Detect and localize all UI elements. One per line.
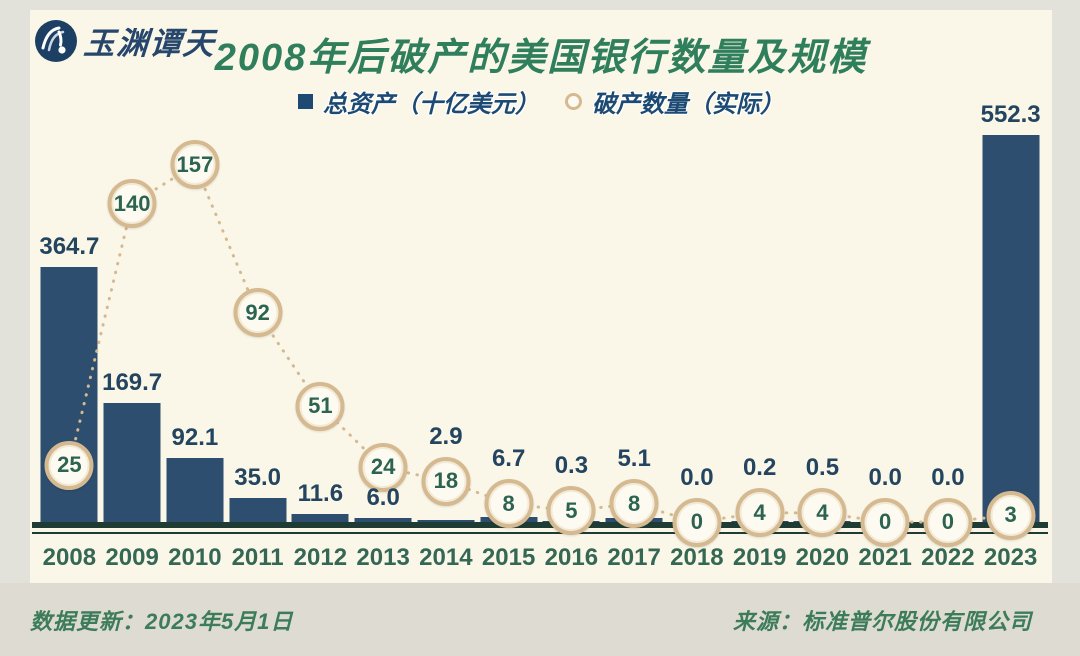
asset-value-label: 364.7 [39, 232, 100, 260]
failure-count-marker: 4 [735, 488, 785, 538]
legend-circle-marker-icon [565, 93, 582, 110]
asset-value-label: 0.0 [931, 463, 965, 491]
year-column: 11.6 51 2012 [289, 102, 352, 571]
x-axis-label: 2021 [858, 544, 912, 571]
chart-title: 2008年后破产的美国银行数量及规模 [214, 37, 868, 79]
brand-logo: 玉渊谭天 [34, 18, 217, 63]
asset-bar [417, 519, 475, 522]
plot-area: 364.7 25 2008 169.7 140 2009 92.1 157 2010 35.0 92… [32, 101, 1048, 572]
asset-value-label: 169.7 [102, 369, 163, 397]
year-column: 0.0 0 2018 [666, 102, 729, 572]
dotted-connector-line [67, 162, 1013, 524]
x-axis-label: 2016 [544, 544, 599, 571]
legend-item-count: 破产数量（实际） [565, 84, 784, 119]
failure-count-marker: 24 [358, 442, 408, 492]
chart-card: 玉渊谭天 2008年后破产的美国银行数量及规模 总资产（十亿美元） 破产数量（实… [30, 10, 1052, 583]
failure-count-marker: 51 [295, 381, 345, 431]
x-axis-label: 2011 [231, 544, 284, 571]
asset-value-label: 0.2 [742, 454, 777, 482]
data-updated-label: 数据更新：2023年5月1日 [30, 608, 294, 634]
legend: 总资产（十亿美元） 破产数量（实际） [30, 84, 1052, 119]
asset-value-label: 6.0 [366, 483, 400, 511]
failure-count-marker: 3 [986, 490, 1036, 540]
brand-logo-icon [35, 19, 77, 62]
legend-item-assets: 总资产（十亿美元） [298, 84, 539, 119]
failure-count-marker: 25 [44, 440, 94, 490]
legend-count-label: 破产数量（实际） [592, 91, 784, 118]
failure-count-marker: 92 [233, 288, 283, 338]
x-axis-label: 2019 [732, 544, 787, 571]
x-axis-baseline-secondary [32, 531, 1048, 534]
failure-count-marker: 0 [923, 497, 973, 547]
failure-count-marker: 5 [546, 486, 596, 536]
asset-value-label: 11.6 [297, 479, 344, 507]
year-column: 0.0 0 2021 [854, 102, 917, 572]
failure-count-marker: 140 [107, 179, 157, 229]
asset-value-label: 2.9 [429, 422, 463, 450]
asset-value-label: 0.0 [868, 463, 902, 491]
asset-bar [982, 135, 1040, 522]
asset-bar [291, 513, 349, 522]
year-column: 0.2 4 2019 [728, 102, 791, 571]
x-axis-label: 2014 [419, 544, 473, 571]
x-axis-line [32, 522, 1048, 528]
year-column: 6.7 8 2015 [477, 102, 540, 571]
year-column: 92.1 157 2010 [164, 102, 227, 571]
footer: 数据更新：2023年5月1日 来源：标准普尔股份有限公司 [0, 583, 1080, 656]
year-column: 0.0 0 2022 [917, 102, 980, 572]
asset-value-label: 92.1 [171, 423, 219, 451]
asset-bar [103, 403, 161, 522]
year-column: 0.3 5 2016 [540, 102, 603, 571]
x-axis-label: 2013 [356, 544, 410, 571]
failure-count-marker: 157 [170, 140, 220, 190]
year-column: 0.5 4 2020 [791, 102, 854, 571]
asset-value-label: 552.3 [980, 101, 1041, 129]
x-axis-label: 2008 [42, 544, 97, 571]
x-axis-label: 2015 [481, 544, 536, 571]
failure-count-marker: 8 [609, 479, 659, 529]
failure-count-marker: 0 [672, 497, 722, 547]
x-axis-label: 2017 [607, 544, 661, 571]
x-axis-label: 2018 [670, 544, 724, 571]
legend-square-marker-icon [298, 94, 313, 109]
asset-bar [354, 517, 412, 522]
x-axis-label: 2020 [795, 544, 850, 571]
year-column: 169.7 140 2009 [101, 102, 164, 571]
failure-count-marker: 4 [797, 488, 847, 538]
x-axis-label: 2022 [921, 544, 975, 571]
failure-count-marker: 0 [860, 497, 910, 547]
asset-bar [166, 457, 224, 522]
source-label: 来源：标准普尔股份有限公司 [732, 608, 1032, 634]
year-column: 6.0 24 2013 [352, 102, 415, 571]
failure-count-marker: 8 [484, 479, 534, 529]
asset-value-label: 0.0 [680, 463, 714, 491]
year-column: 364.7 25 2008 [38, 102, 101, 571]
asset-value-label: 35.0 [234, 463, 281, 491]
year-column: 5.1 8 2017 [603, 102, 666, 571]
x-axis-label: 2010 [168, 544, 222, 571]
x-axis-label: 2023 [983, 544, 1038, 571]
asset-value-label: 0.3 [554, 452, 589, 480]
asset-bar [229, 497, 287, 522]
failure-count-marker: 18 [421, 456, 471, 506]
asset-value-label: 6.7 [491, 445, 526, 473]
x-axis-label: 2009 [105, 544, 159, 571]
year-column: 35.0 92 2011 [226, 102, 289, 571]
year-column: 2.9 18 2014 [415, 102, 478, 571]
asset-value-label: 5.1 [617, 445, 651, 473]
legend-assets-label: 总资产（十亿美元） [323, 91, 539, 118]
year-column: 552.3 3 2023 [979, 101, 1042, 571]
x-axis-label: 2012 [293, 544, 348, 571]
asset-value-label: 0.5 [805, 454, 840, 482]
